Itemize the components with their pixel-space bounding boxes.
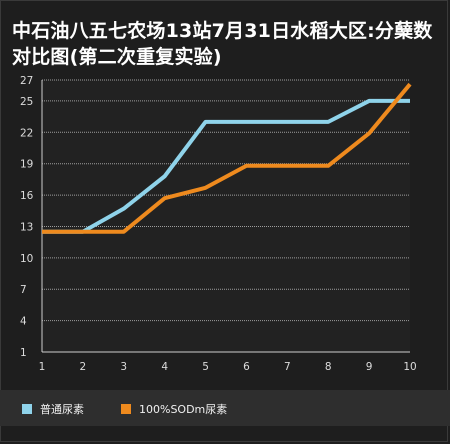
x-tick-label: 10 (403, 361, 416, 373)
y-tick-label: 7 (20, 284, 27, 296)
y-tick-label: 27 (20, 75, 33, 87)
legend-item-series-2: 100%SODm尿素 (121, 402, 227, 416)
legend-item-series-1: 普通尿素 (22, 402, 84, 416)
y-tick-label: 10 (20, 253, 33, 265)
y-tick-label: 25 (20, 96, 33, 108)
x-tick-label: 6 (243, 361, 250, 373)
x-tick-label: 4 (161, 361, 168, 373)
grid-layer (42, 79, 410, 352)
series-line-1 (42, 98, 410, 234)
legend (0, 390, 450, 426)
x-tick-label: 9 (366, 361, 373, 373)
x-tick-label: 1 (39, 361, 46, 373)
plot-area: 1 4 7 10 13 16 19 22 25 27 1 2 3 4 5 6 7 8 9 10 (20, 75, 417, 373)
y-tick-label: 16 (20, 190, 34, 202)
x-tick-label: 3 (120, 361, 127, 373)
x-tick-label: 8 (325, 361, 332, 373)
legend-swatch-series-1 (22, 404, 32, 414)
y-tick-label: 13 (20, 221, 33, 233)
series-line-2 (42, 82, 412, 234)
legend-swatch-series-2 (121, 404, 131, 414)
legend-label-series-1: 普通尿素 (40, 403, 84, 416)
y-tick-label: 1 (20, 347, 27, 359)
axis-layer: 1 4 7 10 13 16 19 22 25 27 1 2 3 4 5 6 7 8 9 10 (20, 75, 417, 373)
legend-label-series-2: 100%SODm尿素 (139, 403, 228, 416)
y-tick-label: 19 (20, 159, 33, 171)
y-tick-label: 22 (20, 127, 33, 139)
x-tick-label: 5 (202, 361, 209, 373)
plot-background (42, 80, 410, 352)
chart-title: 中石油八五七农场13站7月31日水稻大区:分蘖数对比图(第二次重复实验) (12, 20, 433, 68)
x-tick-label: 7 (284, 361, 291, 373)
x-tick-label: 2 (80, 361, 87, 373)
series-layer (42, 82, 412, 234)
y-tick-label: 4 (20, 316, 27, 328)
